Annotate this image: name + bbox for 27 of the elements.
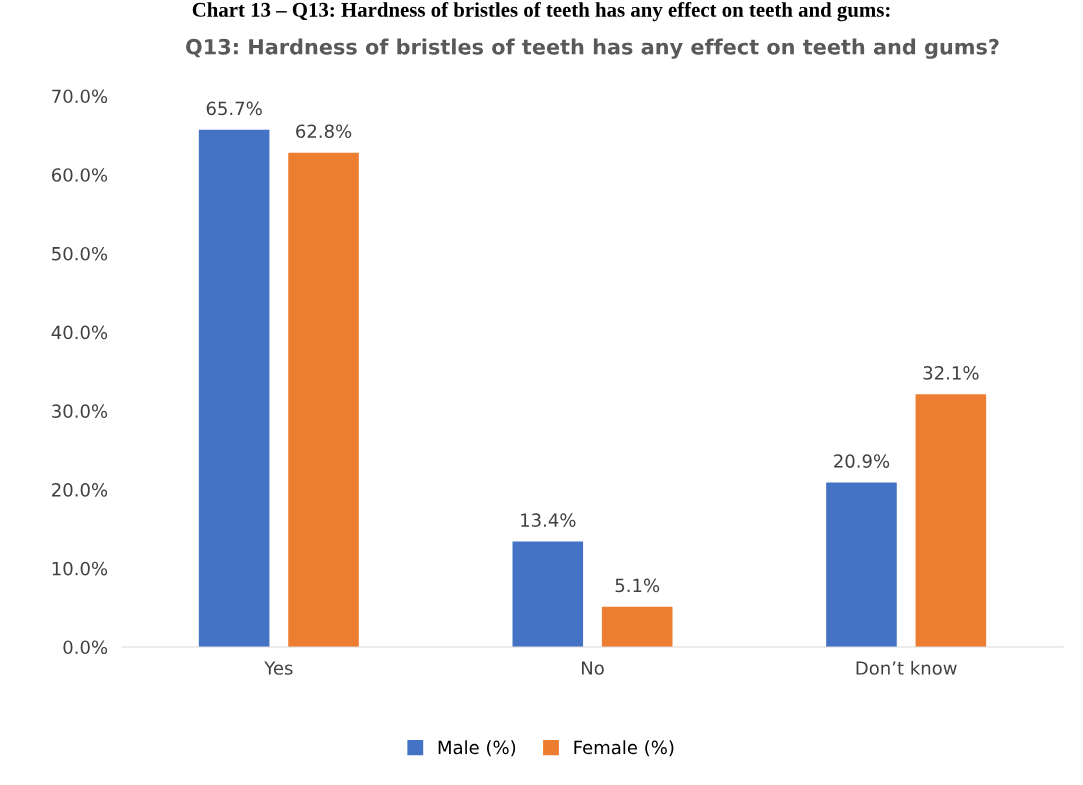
text: 62.8%: [296, 124, 352, 139]
chart-title: Q13: Hardness of bristles of teeth has any effect on teeth and gums?: [186, 38, 999, 59]
x-tick-label: No: [581, 661, 604, 675]
y-tick-label: 20.0%: [52, 483, 108, 497]
y-tick-label: 60.0%: [52, 168, 108, 182]
caption: Chart 13 – Q13: Hardness of bristles of teeth has any effect on teeth and gums:: [192, 2, 890, 22]
text: 13.4%: [521, 513, 576, 527]
text: 32.1%: [923, 366, 979, 380]
bar: [826, 482, 897, 647]
x-tick-label: Yes: [264, 661, 293, 675]
bar: [915, 394, 987, 647]
text: 5.1%: [615, 578, 660, 593]
x-tick-label: Don’t know: [856, 660, 957, 675]
bar: [198, 129, 270, 647]
text: 65.7%: [206, 101, 262, 116]
y-tick-label: 50.0%: [52, 246, 108, 261]
text: 20.9%: [834, 454, 890, 468]
legend-label: Female (%): [574, 740, 674, 757]
y-tick-label: 0.0%: [63, 640, 108, 655]
y-tick-label: 70.0%: [52, 89, 108, 104]
bar: [512, 541, 584, 647]
legend-label: Male (%): [438, 740, 516, 757]
bar: [288, 152, 359, 647]
y-tick-label: 40.0%: [51, 325, 108, 340]
y-tick-label: 10.0%: [52, 561, 108, 576]
y-tick-label: 30.0%: [52, 404, 108, 418]
bar: [601, 606, 673, 647]
